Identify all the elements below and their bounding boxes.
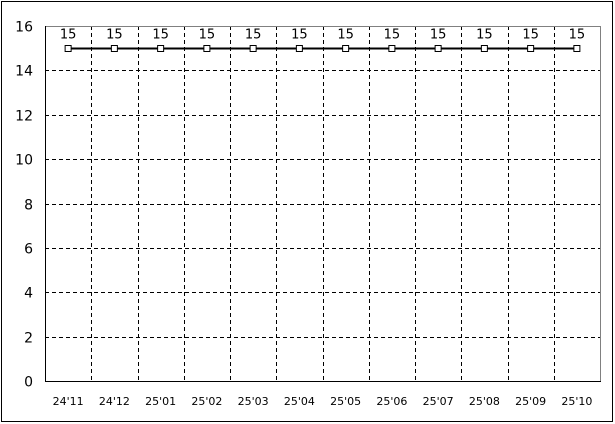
- y-tick-label: 6: [24, 242, 33, 258]
- data-label: 15: [106, 28, 123, 43]
- x-tick-label: 25'01: [145, 395, 176, 408]
- data-label: 15: [245, 28, 262, 43]
- y-tick-label: 12: [15, 109, 33, 125]
- y-tick-label: 2: [24, 331, 33, 347]
- x-tick-label: 25'09: [515, 395, 546, 408]
- x-tick-label: 24'12: [99, 395, 130, 408]
- y-tick-label: 4: [24, 286, 33, 302]
- data-label: 15: [337, 28, 354, 43]
- data-point-marker: [249, 45, 257, 52]
- data-point-marker: [64, 45, 72, 52]
- y-tick-label: 14: [15, 64, 33, 80]
- data-label: 15: [152, 28, 169, 43]
- data-label: 15: [430, 28, 447, 43]
- x-tick-label: 25'02: [191, 395, 222, 408]
- x-tick-label: 25'03: [238, 395, 269, 408]
- x-tick-label: 25'04: [284, 395, 315, 408]
- data-point-marker: [388, 45, 396, 52]
- x-tick-label: 25'10: [561, 395, 592, 408]
- data-point-marker: [203, 45, 211, 52]
- data-label: 15: [522, 28, 539, 43]
- data-point-marker: [434, 45, 442, 52]
- y-tick-label: 0: [24, 375, 33, 391]
- data-label: 15: [199, 28, 216, 43]
- data-point-marker: [295, 45, 303, 52]
- data-point-marker: [480, 45, 488, 52]
- data-label: 15: [476, 28, 493, 43]
- x-tick-label: 25'08: [469, 395, 500, 408]
- data-point-marker: [527, 45, 535, 52]
- y-tick-label: 8: [24, 198, 33, 214]
- x-tick-label: 25'06: [376, 395, 407, 408]
- x-tick-label: 25'07: [423, 395, 454, 408]
- data-label: 15: [384, 28, 401, 43]
- y-tick-label: 10: [15, 153, 33, 169]
- data-label: 15: [291, 28, 308, 43]
- data-point-marker: [157, 45, 165, 52]
- data-point-marker: [573, 45, 581, 52]
- x-tick-label: 24'11: [53, 395, 84, 408]
- data-label: 15: [60, 28, 77, 43]
- data-label: 15: [569, 28, 586, 43]
- y-tick-label: 16: [15, 20, 33, 36]
- data-point-marker: [110, 45, 118, 52]
- data-point-marker: [342, 45, 350, 52]
- x-tick-label: 25'05: [330, 395, 361, 408]
